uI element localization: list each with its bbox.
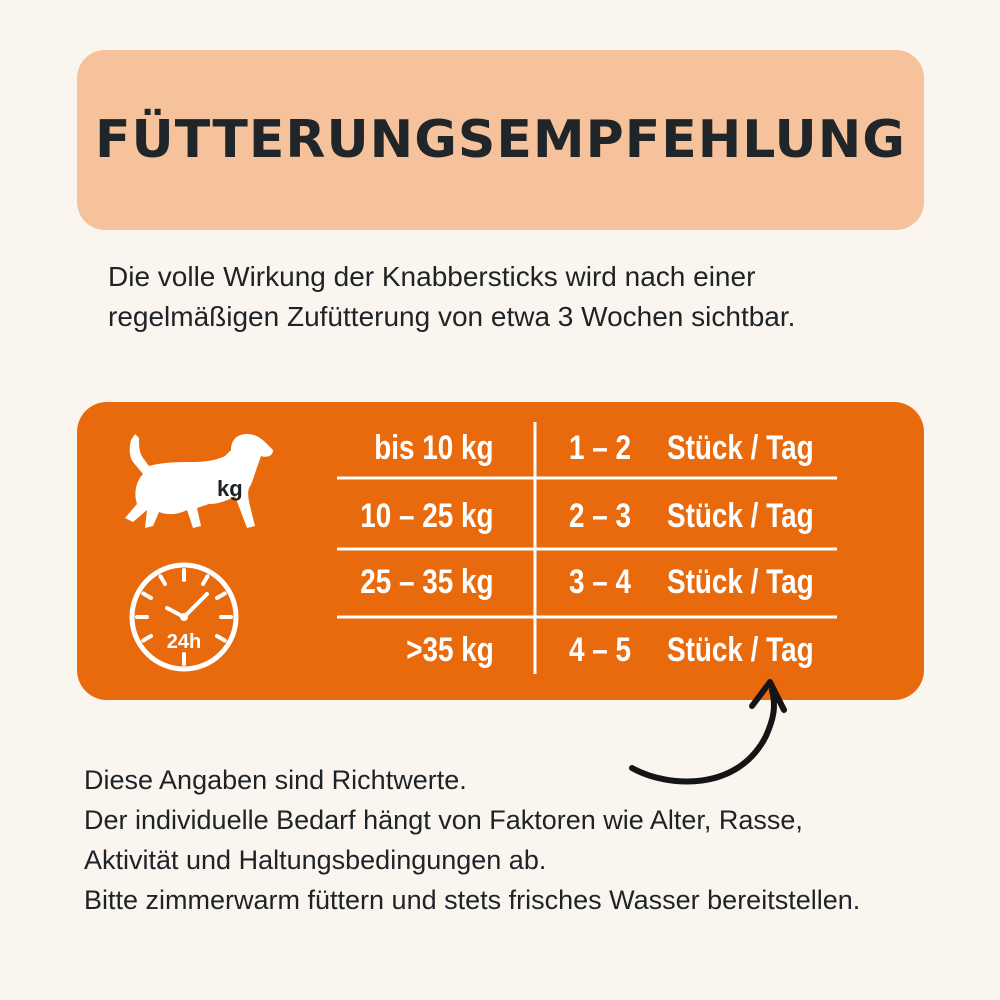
row-unit: Stück / Tag	[667, 497, 814, 535]
row-weight: 25 – 35 kg	[360, 563, 494, 601]
row-unit: Stück / Tag	[667, 429, 814, 467]
intro-line: Die volle Wirkung der Knabbersticks wird…	[108, 261, 756, 292]
feeding-table-panel: kg 24h bis 10 kg 1 – 2 Stück / Tag 10 – …	[77, 402, 924, 700]
notes-line: Aktivität und Haltungsbedingungen ab.	[84, 845, 547, 875]
row-unit: Stück / Tag	[667, 563, 814, 601]
notes-line: Diese Angaben sind Richtwerte.	[84, 765, 467, 795]
title-banner: FÜTTERUNGSEMPFEHLUNG	[77, 50, 924, 230]
row-count: 2 – 3	[569, 497, 632, 535]
row-count: 4 – 5	[569, 631, 632, 669]
notes-line: Der individuelle Bedarf hängt von Faktor…	[84, 805, 803, 835]
dog-icon: kg	[125, 434, 273, 528]
intro-line: regelmäßigen Zufütterung von etwa 3 Woch…	[108, 301, 796, 332]
row-count: 3 – 4	[569, 563, 632, 601]
row-count: 1 – 2	[569, 429, 632, 467]
page-title: FÜTTERUNGSEMPFEHLUNG	[95, 110, 906, 170]
row-weight: bis 10 kg	[374, 429, 494, 467]
row-weight: >35 kg	[406, 631, 494, 669]
intro-text: Die volle Wirkung der Knabbersticks wird…	[108, 257, 928, 337]
notes-text: Diese Angaben sind Richtwerte. Der indiv…	[84, 760, 964, 920]
row-unit: Stück / Tag	[667, 631, 814, 669]
curved-arrow-icon	[629, 679, 787, 785]
row-weight: 10 – 25 kg	[360, 497, 494, 535]
clock-icon: 24h	[129, 562, 239, 672]
clock-label: 24h	[167, 631, 201, 653]
dog-badge-label: kg	[217, 476, 243, 501]
notes-line: Bitte zimmerwarm füttern und stets frisc…	[84, 885, 861, 915]
